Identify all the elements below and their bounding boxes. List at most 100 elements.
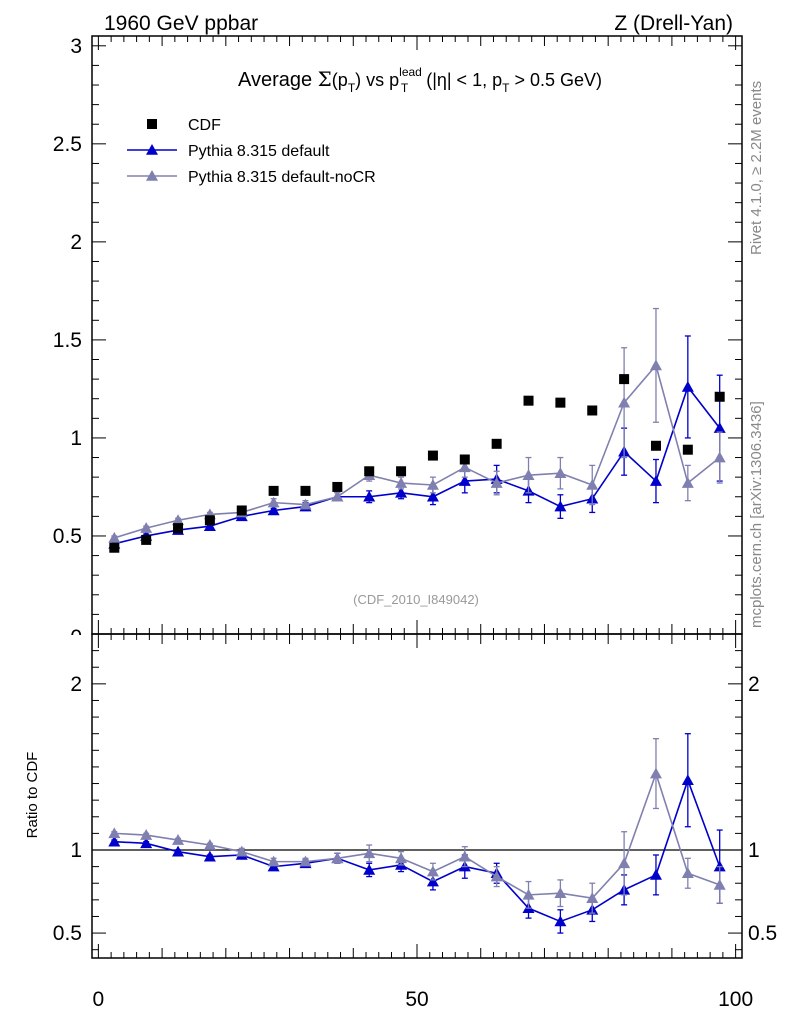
marker-nocr-ratio — [267, 855, 280, 867]
marker-nocr-main — [267, 496, 280, 508]
marker-nocr-ratio — [681, 867, 694, 879]
marker-nocr-ratio — [108, 827, 121, 839]
marker-default-main — [363, 490, 376, 502]
x-tick-label: 0 — [93, 988, 105, 1011]
side-label-rivet: Rivet 4.1.0, ≥ 2.2M events — [748, 81, 765, 255]
marker-nocr-ratio — [140, 829, 153, 840]
marker-nocr-ratio — [713, 878, 726, 890]
analysis-id: (CDF_2010_I849042) — [353, 592, 479, 607]
y-tick-label-ratio-right: 0.5 — [748, 922, 777, 945]
marker-nocr-main — [554, 467, 567, 479]
marker-nocr-main — [299, 498, 312, 510]
marker-cdf — [236, 505, 247, 516]
marker-cdf — [141, 534, 152, 545]
legend-marker-default — [146, 144, 158, 155]
marker-nocr-ratio — [586, 892, 599, 903]
marker-nocr-main — [331, 490, 344, 502]
ratio-frame — [91, 633, 743, 959]
legend-marker-nocr — [146, 170, 158, 181]
marker-nocr-ratio — [235, 845, 248, 857]
marker-cdf — [204, 515, 215, 526]
marker-default-ratio — [140, 837, 153, 849]
marker-nocr-ratio — [331, 852, 344, 864]
y-tick-label-main-zero: 0 — [70, 626, 82, 649]
marker-default-ratio — [426, 875, 439, 887]
marker-default-main — [395, 486, 408, 498]
marker-nocr-main — [395, 477, 408, 488]
marker-nocr-ratio — [203, 839, 216, 850]
marker-default-ratio — [172, 845, 185, 857]
marker-cdf — [427, 450, 438, 461]
line-nocr-main — [114, 363, 721, 539]
title-part-1: Average — [238, 69, 318, 91]
marker-default-main — [681, 380, 694, 392]
marker-cdf — [650, 440, 661, 451]
marker-nocr-main — [649, 359, 662, 371]
title-sub-3: T — [502, 81, 510, 95]
y-tick-label-ratio: 2 — [70, 673, 82, 696]
marker-nocr-main — [586, 478, 599, 490]
marker-nocr-main — [108, 531, 121, 543]
line-default-main — [114, 385, 721, 545]
legend-marker-cdf — [147, 119, 157, 129]
y-tick-label-main: 2.5 — [53, 133, 82, 156]
marker-nocr-ratio — [395, 852, 408, 864]
marker-cdf — [555, 397, 566, 408]
marker-cdf — [364, 466, 375, 477]
legend-label-0: CDF — [188, 117, 221, 134]
marker-cdf — [300, 485, 311, 496]
y-tick-label-ratio: 0.5 — [53, 922, 82, 945]
marker-default-main — [203, 520, 216, 531]
marker-default-ratio — [681, 774, 694, 786]
marker-nocr-ratio — [522, 888, 535, 900]
marker-nocr-main — [172, 514, 185, 526]
marker-cdf — [523, 395, 534, 406]
title-sup: lead — [399, 65, 422, 79]
marker-default-ratio — [554, 915, 567, 927]
marker-default-ratio — [363, 863, 376, 875]
marker-nocr-main — [681, 477, 694, 488]
y-tick-label-main: 3 — [70, 35, 82, 58]
marker-cdf — [619, 374, 630, 385]
x-tick-label: 100 — [718, 988, 753, 1011]
marker-nocr-main — [522, 469, 535, 480]
marker-nocr-ratio — [649, 767, 662, 779]
title-sigma: Σ — [318, 67, 332, 91]
legend-label-1: Pythia 8.315 default — [188, 143, 330, 160]
y-tick-label-ratio-right: 1 — [748, 839, 760, 862]
line-default-ratio — [114, 777, 721, 923]
y-tick-label-ratio: 1 — [70, 839, 82, 862]
line-nocr-ratio — [114, 771, 720, 900]
marker-nocr-ratio — [426, 865, 439, 877]
marker-nocr-main — [618, 396, 631, 408]
marker-cdf — [332, 481, 343, 492]
marker-default-main — [554, 500, 567, 512]
y-tick-label-main: 2 — [70, 231, 82, 254]
marker-cdf — [109, 542, 120, 553]
title-part-2: (p — [332, 70, 348, 90]
marker-cdf — [396, 466, 407, 477]
y-tick-label-main: 1 — [70, 427, 82, 450]
title-sub-2: T — [401, 81, 409, 95]
marker-nocr-main — [140, 522, 153, 533]
marker-default-main — [713, 422, 726, 433]
marker-nocr-ratio — [458, 850, 471, 862]
marker-nocr-ratio — [299, 855, 312, 867]
title-part-4: (|η| < 1, p — [421, 70, 502, 90]
header-right: Z (Drell-Yan) — [614, 12, 733, 35]
marker-nocr-ratio — [618, 857, 631, 869]
marker-nocr-ratio — [172, 834, 185, 845]
marker-default-ratio — [108, 835, 121, 847]
y-tick-label-ratio-right: 2 — [748, 673, 760, 696]
marker-default-main — [267, 504, 280, 516]
marker-cdf — [491, 438, 502, 449]
marker-nocr-ratio — [490, 870, 503, 882]
ratio-y-label: Ratio to CDF — [24, 752, 41, 839]
marker-nocr-main — [713, 451, 726, 463]
marker-default-ratio — [649, 868, 662, 880]
marker-cdf — [268, 485, 279, 496]
marker-default-main — [458, 475, 471, 486]
marker-default-ratio — [203, 850, 216, 862]
x-tick-label: 50 — [405, 988, 428, 1011]
marker-nocr-ratio — [554, 887, 567, 898]
